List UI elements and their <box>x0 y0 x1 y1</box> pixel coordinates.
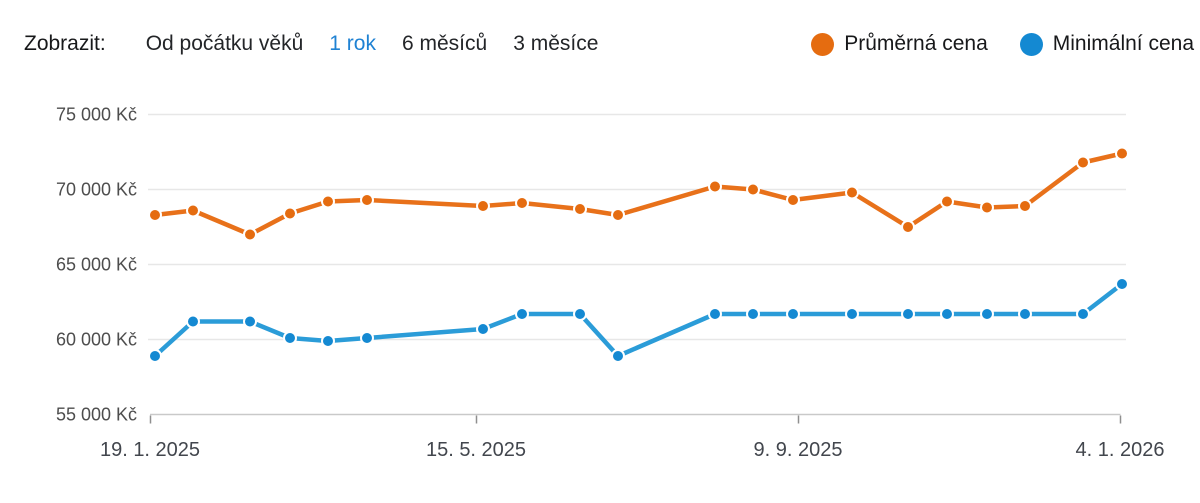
data-point-minimum-price[interactable] <box>708 307 722 321</box>
data-point-average-price[interactable] <box>845 185 859 200</box>
x-axis-label: 9. 9. 2025 <box>754 439 843 461</box>
data-point-average-price[interactable] <box>243 227 257 242</box>
data-point-average-price[interactable] <box>901 220 915 234</box>
data-point-average-price[interactable] <box>980 200 994 215</box>
data-point-minimum-price[interactable] <box>283 331 297 345</box>
data-point-average-price[interactable] <box>746 182 760 197</box>
data-point-minimum-price[interactable] <box>243 314 257 329</box>
x-axis-label: 19. 1. 2025 <box>100 439 200 461</box>
data-point-average-price[interactable] <box>476 199 490 213</box>
data-point-average-price[interactable] <box>360 193 374 207</box>
data-point-minimum-price[interactable] <box>611 349 625 363</box>
y-axis-label: 55 000 Kč <box>56 405 137 425</box>
chart-legend: Průměrná cena Minimální cena <box>811 16 1194 72</box>
filter-option-all-time[interactable]: Od počátku věků <box>145 32 304 55</box>
data-point-minimum-price[interactable] <box>360 331 374 345</box>
filter-option-1-year[interactable]: 1 rok <box>329 32 376 55</box>
data-point-average-price[interactable] <box>573 202 587 216</box>
legend-item-minimum-price[interactable]: Minimální cena <box>1019 32 1194 56</box>
y-axis-label: 60 000 Kč <box>56 330 137 350</box>
data-point-average-price[interactable] <box>148 208 162 222</box>
x-axis-label: 4. 1. 2026 <box>1076 439 1165 461</box>
filter-bar: Zobrazit: Od počátku věků 1 rok 6 měsíců… <box>24 16 598 72</box>
data-point-minimum-price[interactable] <box>901 307 915 321</box>
filter-bar-label: Zobrazit: <box>24 32 106 55</box>
data-point-minimum-price[interactable] <box>940 307 954 321</box>
series-line-minimum-price <box>152 281 1125 359</box>
data-point-average-price[interactable] <box>283 206 297 221</box>
data-point-minimum-price[interactable] <box>148 349 162 363</box>
data-point-minimum-price[interactable] <box>321 334 335 348</box>
data-point-minimum-price[interactable] <box>476 322 490 336</box>
series-line-average-price <box>152 151 1125 237</box>
data-point-average-price[interactable] <box>940 194 954 209</box>
filter-option-3-months[interactable]: 3 měsíce <box>513 32 599 55</box>
y-axis-label: 75 000 Kč <box>56 105 137 125</box>
data-point-minimum-price[interactable] <box>980 307 994 321</box>
data-point-average-price[interactable] <box>1076 155 1090 170</box>
data-point-minimum-price[interactable] <box>746 307 760 321</box>
legend-label-average-price: Průměrná cena <box>844 32 988 55</box>
data-point-minimum-price[interactable] <box>1076 307 1090 321</box>
data-point-average-price[interactable] <box>321 194 335 209</box>
data-point-average-price[interactable] <box>186 203 200 218</box>
data-point-average-price[interactable] <box>786 193 800 207</box>
y-axis-label: 70 000 Kč <box>56 180 137 200</box>
data-point-minimum-price[interactable] <box>186 314 200 329</box>
legend-marker-minimum-icon <box>1019 32 1043 56</box>
filter-option-6-months[interactable]: 6 měsíců <box>401 32 488 55</box>
data-point-average-price[interactable] <box>515 196 529 210</box>
data-point-average-price[interactable] <box>611 208 625 222</box>
data-point-average-price[interactable] <box>708 179 722 194</box>
legend-marker-average-icon <box>811 32 835 56</box>
x-axis-label: 15. 5. 2025 <box>426 439 526 461</box>
data-point-average-price[interactable] <box>1018 199 1032 213</box>
y-axis-label: 65 000 Kč <box>56 255 137 275</box>
data-point-minimum-price[interactable] <box>786 307 800 321</box>
data-point-minimum-price[interactable] <box>515 307 529 321</box>
data-point-minimum-price[interactable] <box>573 307 587 321</box>
data-point-minimum-price[interactable] <box>1115 277 1129 291</box>
data-point-average-price[interactable] <box>1115 146 1129 161</box>
data-point-minimum-price[interactable] <box>845 307 859 321</box>
data-point-minimum-price[interactable] <box>1018 307 1032 321</box>
legend-label-minimum-price: Minimální cena <box>1052 32 1194 55</box>
legend-item-average-price[interactable]: Průměrná cena <box>811 32 988 56</box>
